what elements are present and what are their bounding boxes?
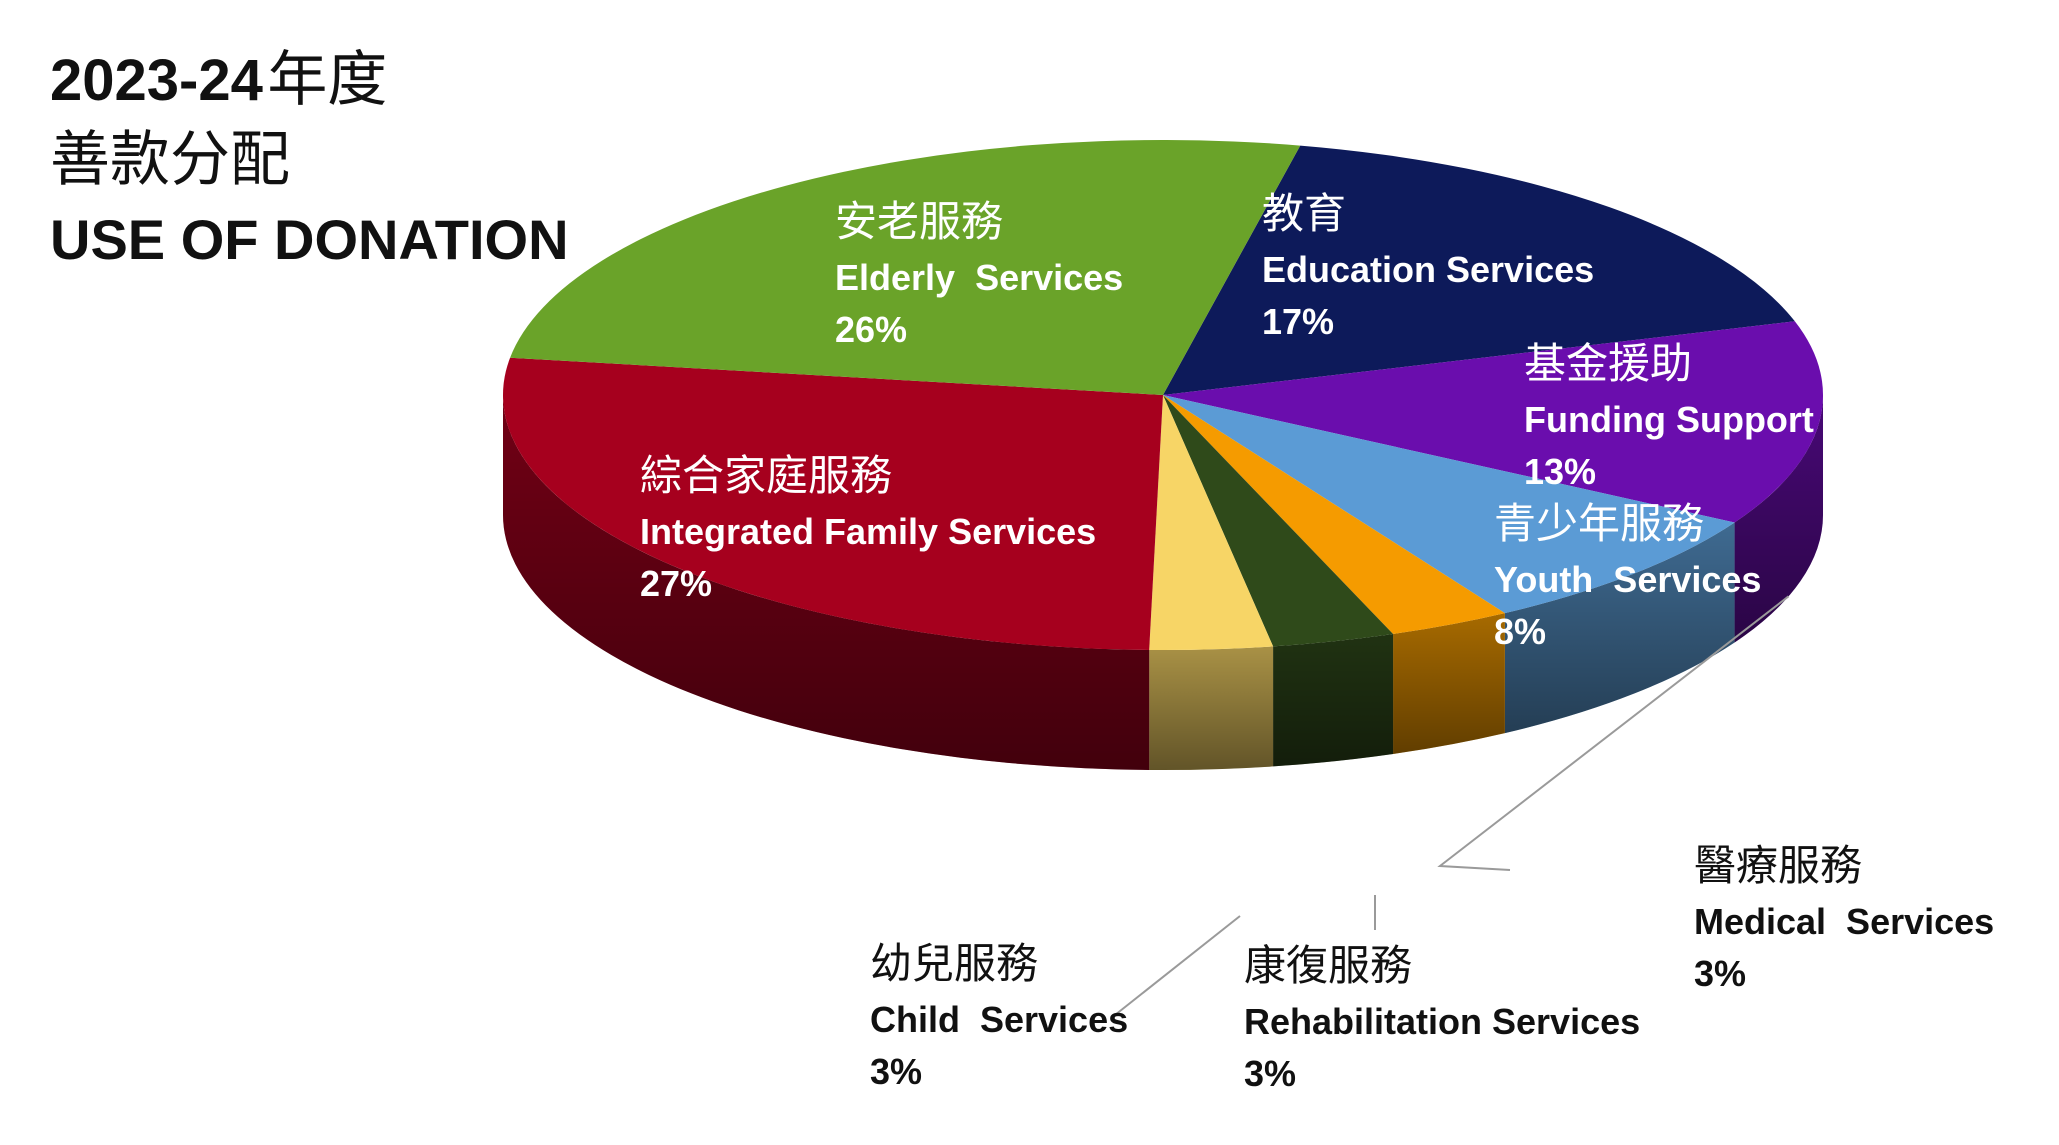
slice-label-en-6: Integrated Family Services (640, 511, 1096, 552)
slice-7 (510, 140, 1301, 395)
slice-label-en-4: Rehabilitation Services (1244, 1001, 1640, 1042)
slice-label-zh-1: 基金援助 (1524, 339, 1692, 388)
slice-label-1: 基金援助 Funding Support 13% (1524, 339, 1814, 492)
slice-0 (1163, 145, 1795, 395)
slice-side-shade-4-0 (1273, 634, 1394, 767)
slice-labels: 教育 Education Services 17% 基金援助 Funding Suppo… (640, 189, 1994, 1094)
slice-5 (1149, 395, 1274, 650)
slice-label-4: 康復服務 Rehabilitation Services 3% (1244, 941, 1640, 1094)
leader-lines (1114, 595, 1790, 1016)
slice-value-6: 27% (640, 563, 712, 604)
slice-label-zh-7: 安老服務 (835, 197, 1003, 246)
pie-tops (502, 140, 1823, 650)
title-chinese: 善款分配 (50, 126, 290, 193)
slice-label-zh-0: 教育 (1262, 189, 1346, 238)
slice-label-0: 教育 Education Services 17% (1262, 189, 1594, 342)
slice-label-en-5: Child Services (870, 999, 1128, 1040)
slice-label-6: 綜合家庭服務 Integrated Family Services 27% (640, 451, 1096, 604)
slice-side-shade-3-0 (1393, 613, 1505, 755)
slice-label-3: 醫療服務 Medical Services 3% (1694, 841, 1994, 994)
title-year-line: 2023-24 年度 (50, 40, 569, 120)
leader-line-5 (1114, 915, 1241, 1016)
slice-value-1: 13% (1524, 451, 1596, 492)
slice-value-5: 3% (870, 1051, 922, 1092)
slice-value-2: 8% (1494, 611, 1546, 652)
slice-side-shade-6-0 (503, 395, 1150, 770)
title-year: 2023-24 (50, 48, 263, 113)
slice-6 (502, 357, 1164, 650)
slice-side-shade-1-0 (1734, 395, 1823, 643)
slice-value-0: 17% (1262, 301, 1334, 342)
slice-label-en-1: Funding Support (1524, 399, 1814, 440)
slice-value-4: 3% (1244, 1053, 1296, 1094)
title-year-suffix: 年度 (267, 46, 388, 113)
slice-side-shade-5-0 (1149, 646, 1274, 770)
slice-label-7: 安老服務 Elderly Services 26% (835, 197, 1123, 350)
slice-label-en-2: Youth Services (1494, 559, 1761, 600)
slice-value-3: 3% (1694, 953, 1746, 994)
slice-label-en-3: Medical Services (1694, 901, 1994, 942)
slice-value-7: 26% (835, 309, 907, 350)
chart-title: 2023-24 年度 善款分配 USE OF DONATION (50, 40, 569, 280)
title-english: USE OF DONATION (50, 208, 569, 271)
slice-label-zh-5: 幼兒服務 (870, 939, 1038, 988)
slice-1 (1163, 321, 1823, 523)
slice-2 (1163, 395, 1735, 614)
slice-label-zh-2: 青少年服務 (1494, 499, 1704, 548)
slice-label-zh-4: 康復服務 (1244, 941, 1412, 990)
pie-sides (503, 395, 1823, 770)
slice-label-zh-6: 綜合家庭服務 (640, 451, 892, 500)
slice-label-2: 青少年服務 Youth Services 8% (1494, 499, 1761, 652)
slice-label-zh-3: 醫療服務 (1694, 841, 1862, 890)
slice-label-en-7: Elderly Services (835, 257, 1123, 298)
slice-side-shade-2-0 (1504, 522, 1735, 734)
slice-4 (1163, 395, 1394, 647)
slice-3 (1163, 395, 1505, 635)
slice-label-en-0: Education Services (1262, 249, 1594, 290)
slice-label-5: 幼兒服務 Child Services 3% (870, 939, 1128, 1092)
leader-line-3 (1437, 595, 1790, 871)
